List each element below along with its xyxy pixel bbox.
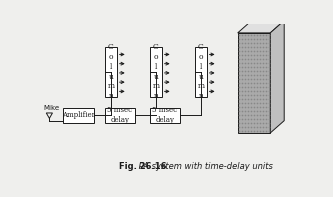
Polygon shape bbox=[238, 20, 284, 33]
Text: PA system with time-delay units: PA system with time-delay units bbox=[136, 162, 273, 171]
Polygon shape bbox=[270, 20, 284, 133]
Text: C
o
l
u
m
n: C o l u m n bbox=[108, 43, 115, 100]
Text: 5 msec
delay: 5 msec delay bbox=[152, 106, 177, 124]
Bar bbox=[195, 47, 207, 97]
Text: C
o
l
u
m
n: C o l u m n bbox=[197, 43, 204, 100]
Bar bbox=[150, 47, 162, 97]
Bar bbox=[105, 47, 117, 97]
Text: Fig. 26.16: Fig. 26.16 bbox=[119, 162, 166, 171]
Bar bbox=[105, 108, 135, 123]
Bar bbox=[150, 108, 179, 123]
Text: Amplifier: Amplifier bbox=[62, 111, 95, 119]
Text: Mike: Mike bbox=[44, 105, 60, 111]
Bar bbox=[238, 33, 270, 133]
Text: C
o
l
u
m
n: C o l u m n bbox=[153, 43, 160, 100]
Bar bbox=[63, 108, 94, 123]
Text: 5 msec
delay: 5 msec delay bbox=[107, 106, 133, 124]
